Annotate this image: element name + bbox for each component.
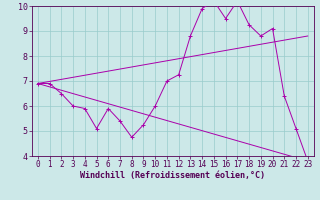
- X-axis label: Windchill (Refroidissement éolien,°C): Windchill (Refroidissement éolien,°C): [80, 171, 265, 180]
